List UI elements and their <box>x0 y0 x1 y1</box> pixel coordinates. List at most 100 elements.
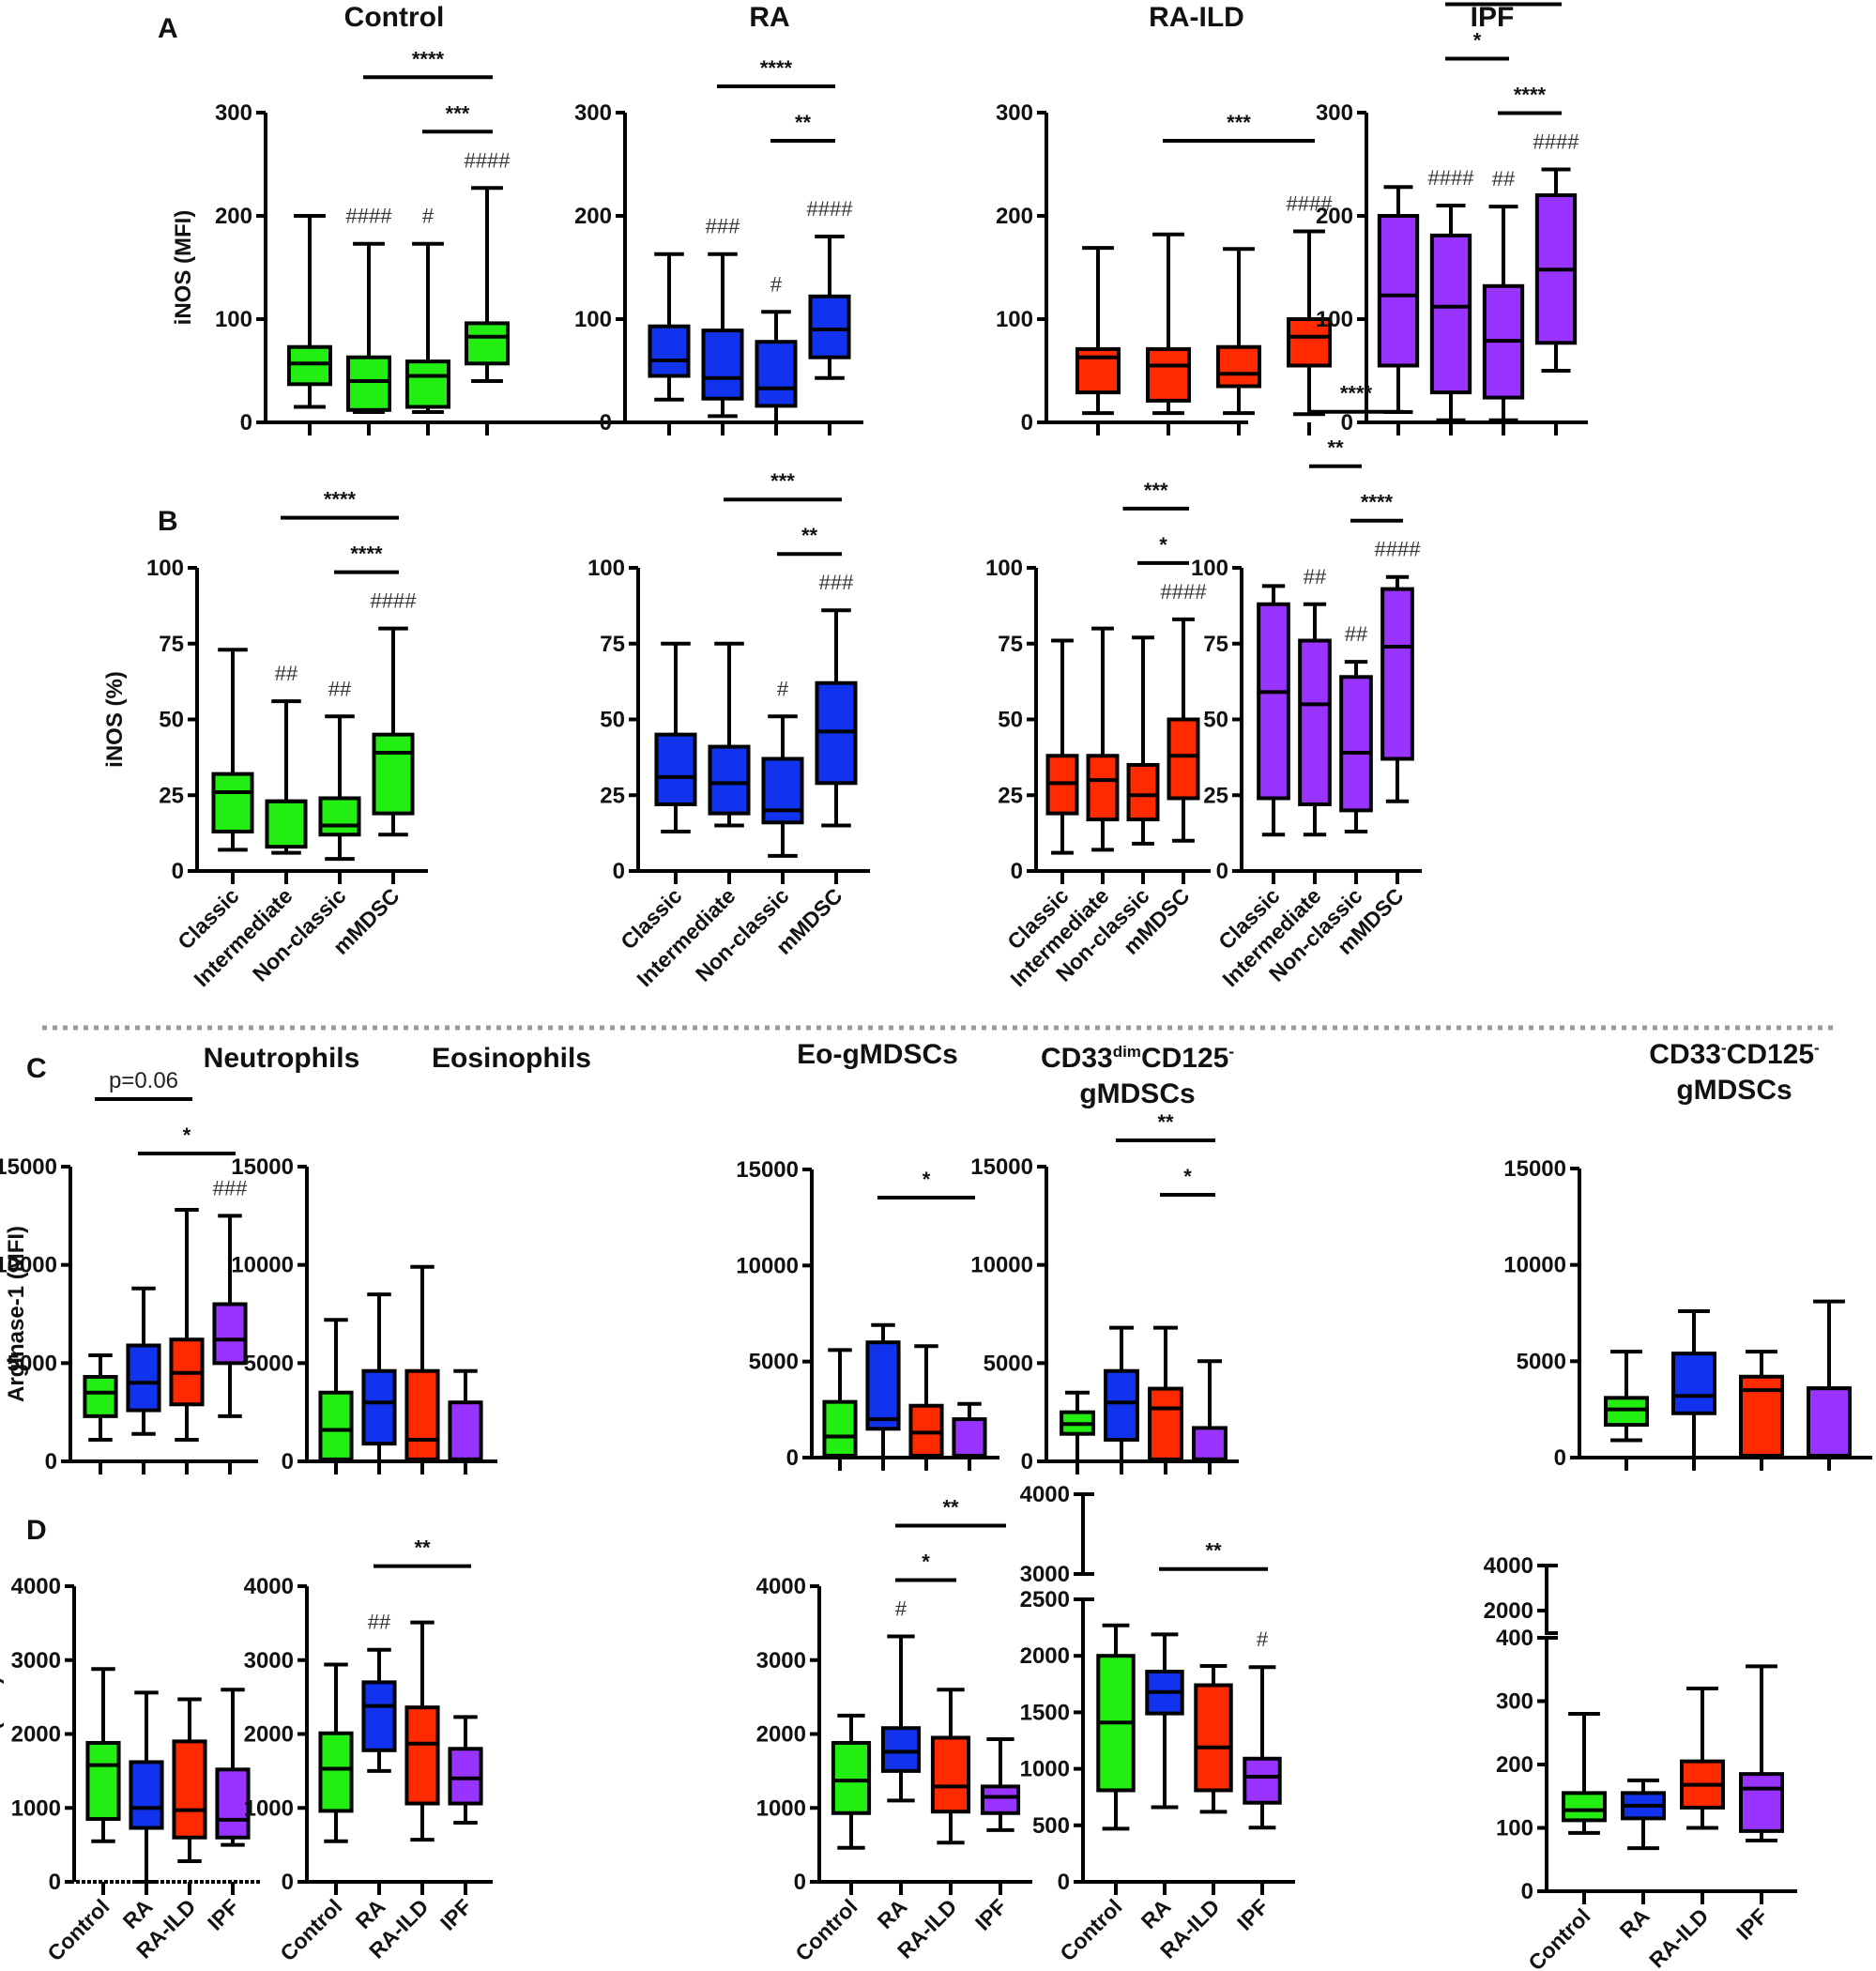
y-axis-label: iNOS (%) <box>102 671 128 768</box>
y-tick-label: 3000 <box>756 1648 806 1673</box>
y-tick-label: 3000 <box>244 1648 294 1673</box>
box-ra <box>129 1690 164 1884</box>
y-tick-label: 100 <box>996 307 1033 332</box>
y-tick-label: 0 <box>1521 1879 1533 1904</box>
significance-stars: ** <box>1157 1110 1174 1134</box>
box-control <box>831 1713 872 1850</box>
box-mmdsc <box>372 626 415 837</box>
y-tick-label: 100 <box>215 307 252 332</box>
box-control <box>85 1667 121 1843</box>
significance-stars: *** <box>1227 111 1251 134</box>
title-part: CD125 <box>1727 1039 1814 1070</box>
y-tick-label: 0 <box>1021 410 1033 435</box>
box-ipf <box>448 1368 483 1463</box>
x-category-label: RA <box>873 1894 912 1933</box>
box-mmdsc <box>815 608 858 828</box>
y-axis-label: Arginase-1 (MFI) <box>4 1226 29 1402</box>
box-classic <box>1045 638 1079 855</box>
iqr-box <box>1146 346 1191 403</box>
y-tick-label: 2000 <box>244 1722 294 1748</box>
y-tick-label: 4000 <box>1020 1482 1070 1507</box>
y-tick-label: 0 <box>1058 1870 1070 1895</box>
y-tick-label: 0 <box>1021 1449 1033 1474</box>
iqr-box <box>448 1400 483 1461</box>
y-tick-label: 2000 <box>756 1722 806 1748</box>
y-tick-label: 200 <box>1316 204 1353 229</box>
y-tick-label: 25 <box>1203 783 1228 808</box>
y-tick-label: 10000 <box>736 1253 799 1278</box>
box-ra-ild <box>169 1208 205 1442</box>
iqr-box <box>1104 1368 1139 1442</box>
panel-letter-b: B <box>158 506 178 537</box>
box-non-classic <box>1339 660 1373 834</box>
box-non-classic <box>318 714 361 862</box>
significance-stars: **** <box>1340 382 1373 405</box>
iqr-box <box>865 1340 901 1431</box>
x-category-label: IPF <box>1232 1894 1274 1935</box>
iqr-box <box>648 324 691 378</box>
x-category-label: Control <box>1523 1903 1594 1971</box>
iqr-box <box>448 1747 483 1806</box>
box-ipf <box>1739 1664 1784 1842</box>
y-tick-label: 300 <box>215 100 252 126</box>
y-tick-label: 5000 <box>8 1351 57 1376</box>
x-category-label: IPF <box>1731 1903 1773 1945</box>
box-mmdsc <box>1287 229 1332 417</box>
box-ipf <box>212 1214 248 1418</box>
box-control <box>1562 1712 1607 1835</box>
y-tick-label: 25 <box>998 783 1023 808</box>
y-tick-label: 200 <box>1496 1752 1533 1778</box>
iqr-box <box>83 1374 118 1418</box>
iqr-box <box>465 321 510 366</box>
box-ra <box>1104 1325 1139 1463</box>
box-ra-ild <box>404 1264 440 1463</box>
y-tick-label: 0 <box>240 410 252 435</box>
iqr-box <box>952 1417 987 1458</box>
box-ipf <box>980 1737 1021 1832</box>
significance-vs-control: #### <box>1533 130 1580 154</box>
significance-stars: * <box>1183 1165 1192 1188</box>
box-ra-ild <box>1739 1350 1784 1458</box>
iqr-box <box>361 1368 397 1446</box>
box-ra-ild <box>1148 1325 1183 1463</box>
y-tick-label: 0 <box>1341 410 1353 435</box>
y-axis <box>1545 1564 1558 1891</box>
iqr-box <box>1216 344 1261 389</box>
y-tick-label: 10000 <box>1503 1253 1566 1278</box>
iqr-box <box>1148 1386 1183 1461</box>
y-tick-label: 1500 <box>1020 1700 1070 1725</box>
y-tick-label: 0 <box>794 1870 806 1895</box>
significance-stars: ** <box>1205 1539 1222 1563</box>
y-tick-label: 50 <box>998 708 1023 733</box>
significance-stars: * <box>183 1123 191 1147</box>
box-ra <box>126 1286 161 1436</box>
box-intermediate <box>1298 602 1332 837</box>
iqr-box <box>1562 1791 1607 1823</box>
y-tick-label: 4000 <box>1484 1553 1533 1579</box>
y-tick-label: 75 <box>600 632 625 657</box>
y-tick-label: 100 <box>146 556 184 581</box>
box-ra <box>361 1292 397 1463</box>
y-tick-label: 100 <box>1191 556 1228 581</box>
chart-a-ra-ild: RA-ILD 0 100 200 300 #### *** <box>996 2 1333 435</box>
box-ra-ild <box>908 1344 944 1459</box>
panel-letter-c: C <box>26 1053 47 1084</box>
box-intermediate <box>1146 232 1191 416</box>
x-category-label: Control <box>1055 1894 1126 1965</box>
iqr-box <box>1243 1756 1282 1805</box>
significance-stars: *** <box>1144 479 1168 502</box>
y-tick-label: 0 <box>282 1449 294 1474</box>
iqr-box <box>318 796 361 837</box>
iqr-box <box>404 1705 440 1806</box>
box-non-classic <box>1126 635 1160 846</box>
box-ra <box>880 1634 922 1803</box>
box-ipf <box>215 1688 251 1847</box>
box-ra <box>865 1322 901 1459</box>
box-classic <box>1377 185 1420 414</box>
significance-vs-control: ## <box>275 662 298 685</box>
box-mmdsc <box>1380 574 1414 803</box>
y-tick-label: 75 <box>159 632 184 657</box>
box-ra-ild <box>930 1688 971 1845</box>
